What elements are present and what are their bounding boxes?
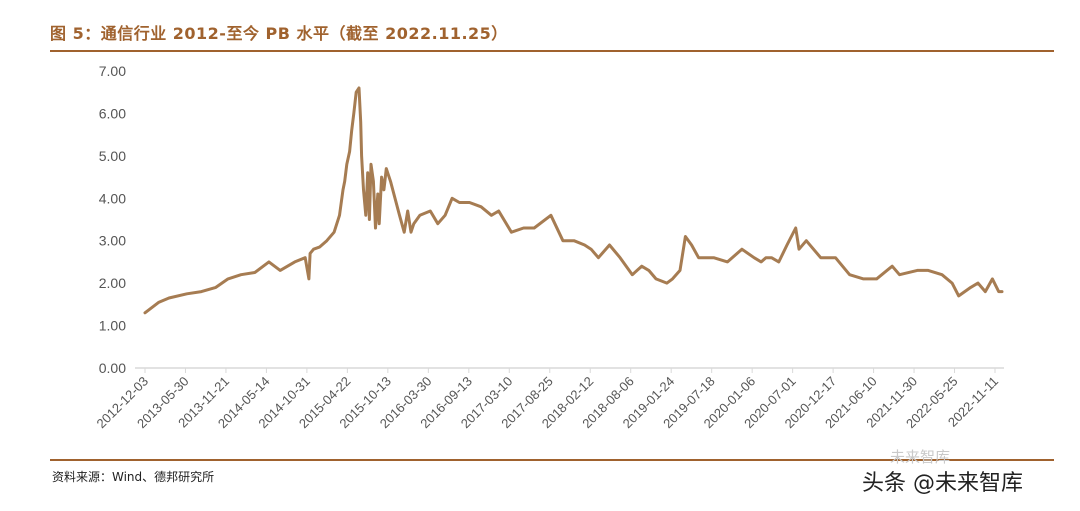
y-axis-ticks: 0.00 1.00 2.00 3.00 4.00 5.00 6.00 7.00: [99, 63, 126, 376]
bottom-rule: [50, 459, 1054, 461]
watermark: 头条 @未来智库: [862, 471, 1023, 496]
series-line-pb: [143, 86, 1004, 315]
pb-line-chart: 0.00 1.00 2.00 3.00 4.00 5.00 6.00 7.00 2012-12…: [93, 63, 1004, 431]
top-rule: [50, 50, 1054, 52]
chart-title: 图 5：通信行业 2012-至今 PB 水平（截至 2022.11.25）: [50, 24, 508, 43]
source-note: 资料来源：Wind、德邦研究所: [52, 470, 215, 484]
y-tick-label: 3.00: [99, 233, 126, 249]
x-axis-ticks: 2012-12-032013-05-302013-11-212014-05-14…: [93, 368, 1001, 431]
y-tick-label: 2.00: [99, 275, 126, 291]
y-tick-label: 4.00: [99, 190, 126, 206]
watermark-logo: 未来智库: [890, 448, 951, 466]
y-tick-label: 1.00: [99, 318, 126, 334]
y-tick-label: 0.00: [99, 360, 126, 376]
y-tick-label: 7.00: [99, 63, 126, 79]
y-tick-label: 5.00: [99, 148, 126, 164]
y-tick-label: 6.00: [99, 105, 126, 121]
